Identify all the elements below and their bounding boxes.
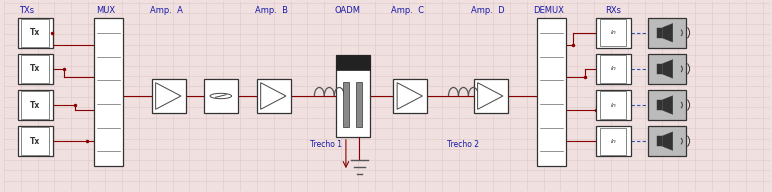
Bar (18, 126, 53, 156)
Bar (356, 82, 362, 127)
Bar (18, 18, 53, 48)
Bar (18, 54, 53, 84)
Text: Amp.  A: Amp. A (150, 6, 182, 15)
Bar (94, 18, 124, 166)
Bar (336, 55, 370, 137)
Circle shape (210, 93, 232, 99)
Text: DEMUX: DEMUX (533, 6, 564, 15)
Text: Trecho 2: Trecho 2 (447, 140, 479, 149)
Bar (657, 100, 662, 110)
Bar (204, 79, 238, 113)
Text: In: In (611, 30, 616, 35)
Bar (601, 55, 626, 83)
Bar (336, 55, 370, 70)
Text: Amp.  B: Amp. B (255, 6, 287, 15)
Bar (657, 28, 662, 38)
Text: Tx: Tx (30, 137, 40, 146)
Bar (648, 126, 686, 156)
Bar (601, 127, 626, 155)
Bar (648, 90, 686, 120)
Text: In: In (611, 66, 616, 71)
Polygon shape (662, 96, 672, 114)
Text: OADM: OADM (334, 6, 361, 15)
Text: Trecho 1: Trecho 1 (310, 140, 343, 149)
Bar (596, 126, 631, 156)
Bar (22, 127, 49, 155)
Text: MUX: MUX (96, 6, 115, 15)
Bar (657, 136, 662, 146)
Bar (18, 90, 53, 120)
Bar (22, 91, 49, 119)
Text: In: In (611, 103, 616, 108)
Bar (22, 19, 49, 47)
Polygon shape (478, 83, 503, 109)
Bar (474, 79, 507, 113)
Text: RXs: RXs (605, 6, 621, 15)
Polygon shape (397, 83, 422, 109)
Bar (393, 79, 427, 113)
Bar (537, 18, 566, 166)
Text: In: In (611, 139, 616, 144)
Text: Amp.  D: Amp. D (472, 6, 505, 15)
Polygon shape (662, 132, 672, 150)
Bar (152, 79, 185, 113)
Bar (596, 54, 631, 84)
Text: Tx: Tx (30, 28, 40, 37)
Bar (657, 64, 662, 74)
Bar (257, 79, 290, 113)
Bar (648, 18, 686, 48)
Text: TXs: TXs (19, 6, 34, 15)
Polygon shape (662, 60, 672, 78)
Bar (648, 54, 686, 84)
Text: Tx: Tx (30, 64, 40, 73)
Text: Amp.  C: Amp. C (391, 6, 424, 15)
Bar (601, 91, 626, 119)
Text: Tx: Tx (30, 101, 40, 109)
Polygon shape (662, 23, 672, 42)
Polygon shape (261, 83, 286, 109)
Bar (22, 55, 49, 83)
Bar (596, 90, 631, 120)
Bar (601, 19, 626, 46)
Polygon shape (156, 83, 181, 109)
Bar (344, 82, 349, 127)
Bar (596, 18, 631, 48)
